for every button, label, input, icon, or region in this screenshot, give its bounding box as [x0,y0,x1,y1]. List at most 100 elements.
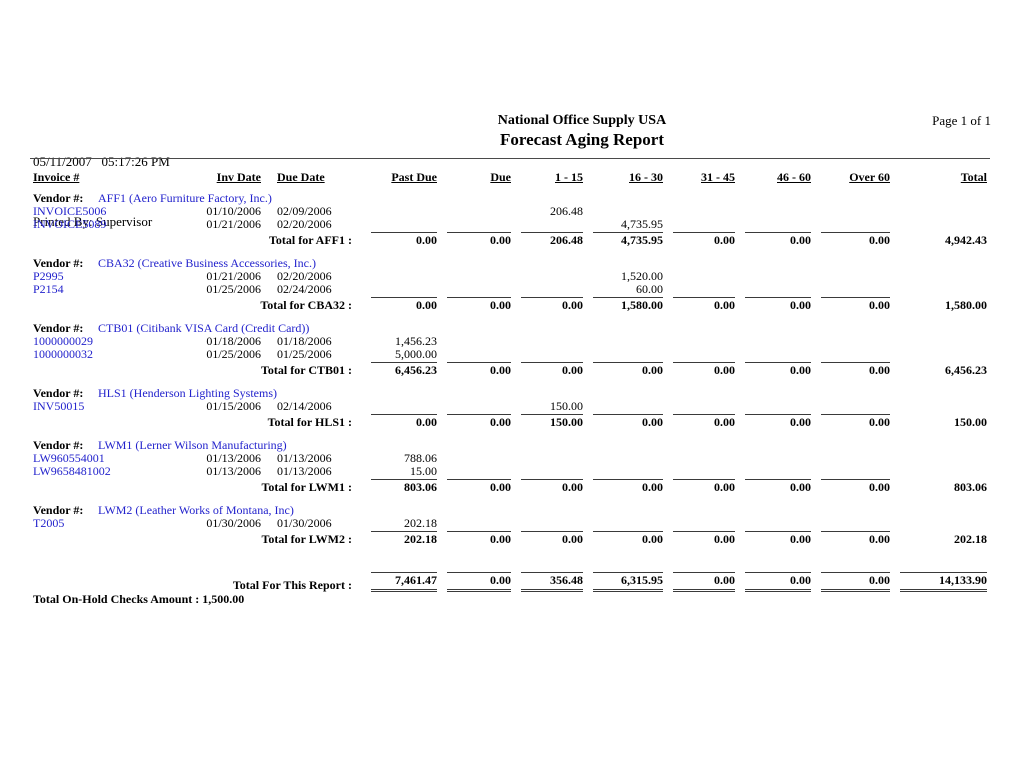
report-total-value-6: 0.00 [811,568,890,592]
total-rule-segment: 0.00 [521,297,583,312]
vendor-link-CTB01[interactable]: CTB01 (Citibank VISA Card (Credit Card)) [98,321,310,335]
amount-cell-5 [735,218,811,231]
amount-cell-6 [811,335,890,348]
group-total-value-7: 1,580.00 [890,296,987,312]
vendor-link-HLS1[interactable]: HLS1 (Henderson Lighting Systems) [98,386,277,400]
invoice-link[interactable]: P2995 [33,270,64,283]
group-total-value-0: 202.18 [361,530,437,546]
group-total-value-0: 0.00 [361,231,437,247]
spacer-cell [33,494,987,503]
amount-cell-5 [735,517,811,530]
amount-cell-6 [811,348,890,361]
row-total-cell [890,218,987,231]
inv-date-cell: 01/25/2006 [206,348,261,361]
vendor-link-AFF1[interactable]: AFF1 (Aero Furniture Factory, Inc.) [98,191,272,205]
invoice-link[interactable]: P2154 [33,283,64,296]
group-total-row-LWM2: Total for LWM2 : 202.18 0.00 0.00 0.00 0.00 0.… [33,530,987,546]
amount-cell-0 [361,400,437,413]
total-rule-segment: 0.00 [371,232,437,247]
total-rule-segment: 6,456.23 [371,362,437,377]
amount-cell-3 [583,465,663,478]
group-total-value-2: 0.00 [511,361,583,377]
total-rule-segment: 0.00 [821,232,890,247]
due-date-cell: 02/14/2006 [277,400,332,413]
amount-cell-2 [511,218,583,231]
amount-cell-1 [437,283,511,296]
printed-by: Printed By: Supervisor [33,214,153,229]
amount-cell-2 [511,335,583,348]
amount-cell-3 [583,517,663,530]
spacer-cell [33,377,987,386]
row-total-cell [890,452,987,465]
group-total-value-6: 0.00 [811,530,890,546]
vendor-row-CBA32: Vendor #: CBA32 (Creative Business Access… [33,256,987,270]
report-total-rule-segment: 356.48 [521,572,583,592]
group-total-value-0: 0.00 [361,413,437,429]
report-total-value-2: 356.48 [511,568,583,592]
total-rule-segment: 0.00 [447,531,511,546]
invoice-link[interactable]: INV50015 [33,400,85,413]
invoice-link[interactable]: INVOICE5089 [33,218,107,231]
invoice-link[interactable]: T2005 [33,517,65,530]
amount-cell-3: 60.00 [636,283,663,296]
report-total-rule-segment: 0.00 [821,572,890,592]
invoice-link[interactable]: INVOICE5006 [33,205,107,218]
spacer-cell [33,312,987,321]
group-total-value-4: 0.00 [663,361,735,377]
amount-cell-6 [811,218,890,231]
invoice-row: 1000000032 01/25/2006 01/25/2006 5,000.00 [33,348,987,361]
vendor-cell: Vendor #: AFF1 (Aero Furniture Factory, I… [33,191,361,205]
group-total-value-6: 0.00 [811,478,890,494]
invoice-link[interactable]: LW960554001 [33,452,105,465]
amount-cell-3 [583,452,663,465]
invoice-row: INV50015 01/15/2006 02/14/2006 150.00 [33,400,987,413]
total-rule-segment: 0.00 [673,479,735,494]
total-rule-segment: 0.00 [673,232,735,247]
vendor-row-AFF1: Vendor #: AFF1 (Aero Furniture Factory, I… [33,191,987,205]
group-total-label: Total for HLS1 : [267,415,352,429]
report-datetime: 05/11/2007 05:17:26 PM [33,154,170,169]
total-rule-segment: 0.00 [521,479,583,494]
group-total-value-3: 0.00 [583,478,663,494]
total-rule-segment: 0.00 [821,479,890,494]
total-rule-segment: 0.00 [371,297,437,312]
total-rule-segment: 803.06 [371,479,437,494]
group-total-value-6: 0.00 [811,413,890,429]
amount-cell-5 [735,205,811,218]
group-total-value-2: 0.00 [511,530,583,546]
group-total-value-4: 0.00 [663,478,735,494]
group-total-value-7: 803.06 [890,478,987,494]
inv-date-cell: 01/13/2006 [206,465,261,478]
due-date-cell: 01/18/2006 [277,335,332,348]
vendor-link-LWM1[interactable]: LWM1 (Lerner Wilson Manufacturing) [98,438,287,452]
vendor-filler [361,503,987,517]
amount-cell-4 [663,517,735,530]
group-total-value-5: 0.00 [735,478,811,494]
total-rule-segment: 0.00 [673,414,735,429]
invoice-link[interactable]: LW9658481002 [33,465,111,478]
spacer-cell [33,429,987,438]
amount-cell-0: 202.18 [404,517,437,530]
invoice-link[interactable]: 1000000032 [33,348,93,361]
total-rule-segment: 0.00 [593,414,663,429]
total-rule-segment: 0.00 [821,362,890,377]
amount-cell-5 [735,465,811,478]
vendor-filler [361,386,987,400]
amount-cell-6 [811,205,890,218]
total-rule-segment: 0.00 [447,362,511,377]
vendor-link-LWM2[interactable]: LWM2 (Leather Works of Montana, Inc) [98,503,294,517]
amount-cell-1 [437,205,511,218]
group-total-label: Total for LWM1 : [261,480,352,494]
spacer-row [33,494,987,503]
amount-cell-1 [437,218,511,231]
spacer-row [33,546,987,555]
row-total-cell [890,335,987,348]
group-total-value-5: 0.00 [735,231,811,247]
vendor-link-CBA32[interactable]: CBA32 (Creative Business Accessories, In… [98,256,316,270]
group-total-value-6: 0.00 [811,296,890,312]
invoice-link[interactable]: 1000000029 [33,335,93,348]
group-total-value-0: 0.00 [361,296,437,312]
spacer-row [33,429,987,438]
amount-cell-2: 150.00 [550,400,583,413]
inv-date-cell: 01/30/2006 [206,517,261,530]
